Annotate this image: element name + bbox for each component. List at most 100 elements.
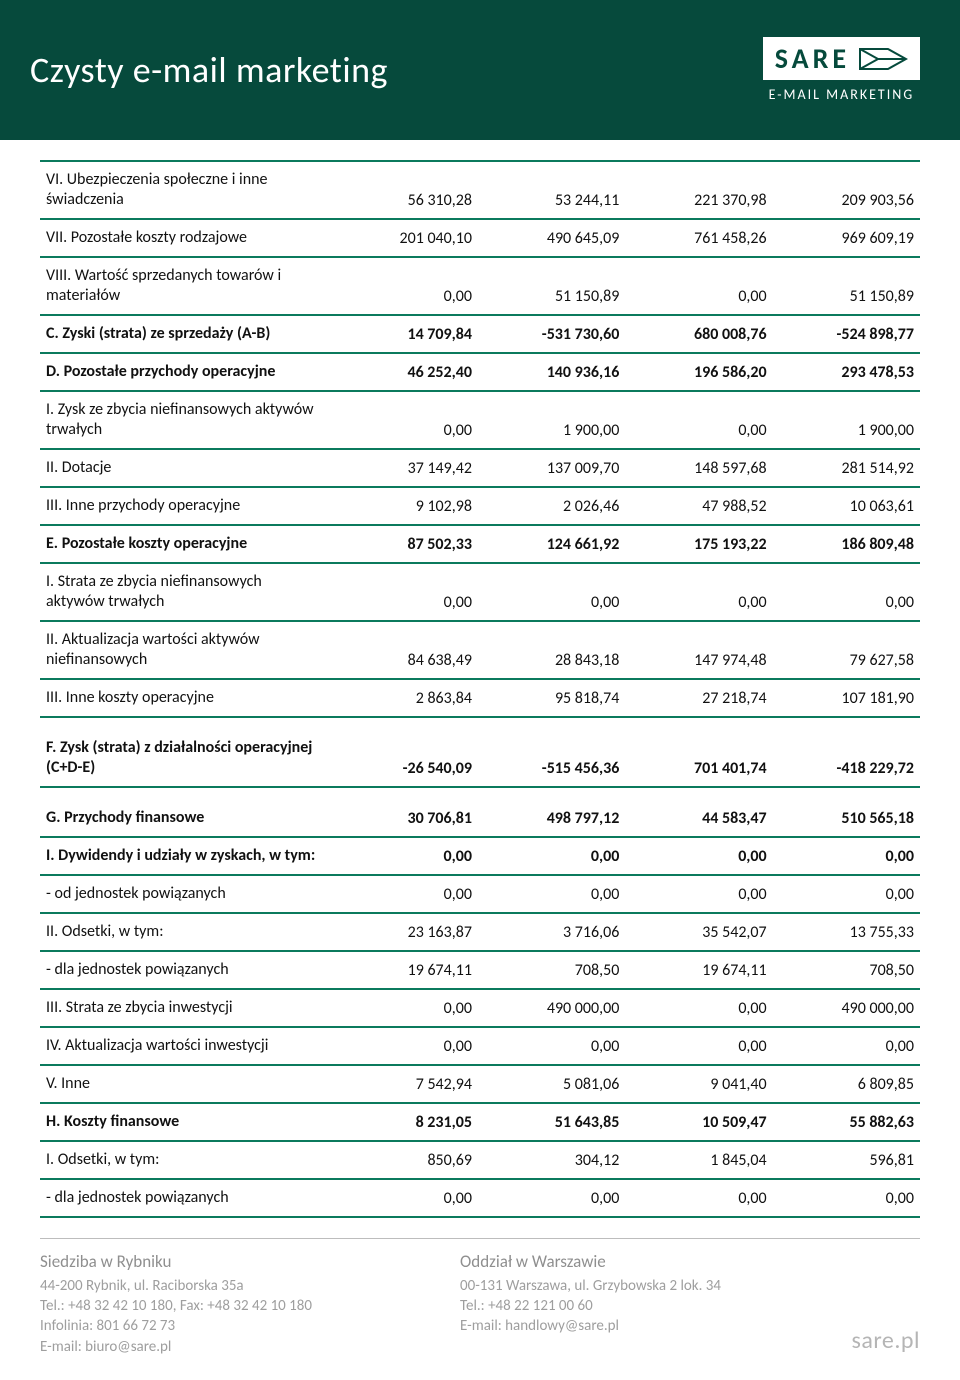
footer-left-line: Infolinia: 801 66 72 73 <box>40 1316 440 1336</box>
row-value: 498 797,12 <box>478 787 625 837</box>
table-row: I. Odsetki, w tym:850,69304,121 845,0459… <box>40 1141 920 1179</box>
row-value: 124 661,92 <box>478 525 625 563</box>
row-value: 1 900,00 <box>478 391 625 449</box>
table-row: I. Strata ze zbycia niefinansowych aktyw… <box>40 563 920 621</box>
row-value: 221 370,98 <box>625 161 772 219</box>
row-value: 680 008,76 <box>625 315 772 353</box>
footer-right-title: Oddział w Warszawie <box>460 1251 831 1274</box>
row-value: 1 900,00 <box>773 391 920 449</box>
table-row: H. Koszty finansowe8 231,0551 643,8510 5… <box>40 1103 920 1141</box>
row-value: 850,69 <box>331 1141 478 1179</box>
row-label: VI. Ubezpieczenia społeczne i inne świad… <box>40 161 331 219</box>
row-value: 175 193,22 <box>625 525 772 563</box>
row-value: 140 936,16 <box>478 353 625 391</box>
logo-wordmark: SARE <box>763 37 920 80</box>
row-label: II. Aktualizacja wartości aktywów niefin… <box>40 621 331 679</box>
row-label: VIII. Wartość sprzedanych towarów i mate… <box>40 257 331 315</box>
row-value: 0,00 <box>625 1027 772 1065</box>
row-value: 47 988,52 <box>625 487 772 525</box>
row-label: - od jednostek powiązanych <box>40 875 331 913</box>
row-value: 53 244,11 <box>478 161 625 219</box>
row-value: 0,00 <box>331 875 478 913</box>
row-value: 9 102,98 <box>331 487 478 525</box>
row-value: 0,00 <box>331 1027 478 1065</box>
table-row: II. Aktualizacja wartości aktywów niefin… <box>40 621 920 679</box>
envelope-icon <box>858 45 908 73</box>
row-value: 35 542,07 <box>625 913 772 951</box>
row-label: I. Zysk ze zbycia niefinansowych aktywów… <box>40 391 331 449</box>
row-value: 6 809,85 <box>773 1065 920 1103</box>
row-value: 0,00 <box>625 563 772 621</box>
row-value: 701 401,74 <box>625 717 772 787</box>
row-label: VII. Pozostałe koszty rodzajowe <box>40 219 331 257</box>
row-label: II. Odsetki, w tym: <box>40 913 331 951</box>
row-value: 0,00 <box>331 837 478 875</box>
row-value: 8 231,05 <box>331 1103 478 1141</box>
row-label: III. Strata ze zbycia inwestycji <box>40 989 331 1027</box>
row-value: 13 755,33 <box>773 913 920 951</box>
table-row: G. Przychody finansowe30 706,81498 797,1… <box>40 787 920 837</box>
table-row: - dla jednostek powiązanych0,000,000,000… <box>40 1179 920 1217</box>
row-value: 5 081,06 <box>478 1065 625 1103</box>
row-value: 708,50 <box>478 951 625 989</box>
row-value: 14 709,84 <box>331 315 478 353</box>
table-row: - od jednostek powiązanych0,000,000,000,… <box>40 875 920 913</box>
row-value: 28 843,18 <box>478 621 625 679</box>
row-value: 0,00 <box>773 1027 920 1065</box>
row-value: 30 706,81 <box>331 787 478 837</box>
row-value: 196 586,20 <box>625 353 772 391</box>
row-value: 510 565,18 <box>773 787 920 837</box>
row-value: 0,00 <box>773 837 920 875</box>
row-value: 2 863,84 <box>331 679 478 717</box>
row-value: 0,00 <box>331 1179 478 1217</box>
row-label: V. Inne <box>40 1065 331 1103</box>
table-row: III. Strata ze zbycia inwestycji0,00490 … <box>40 989 920 1027</box>
row-value: 148 597,68 <box>625 449 772 487</box>
footer-site: sare.pl <box>851 1325 920 1357</box>
row-value: 27 218,74 <box>625 679 772 717</box>
row-label: II. Dotacje <box>40 449 331 487</box>
footer-right-line: 00-131 Warszawa, ul. Grzybowska 2 lok. 3… <box>460 1276 831 1296</box>
row-label: C. Zyski (strata) ze sprzedaży (A-B) <box>40 315 331 353</box>
row-label: H. Koszty finansowe <box>40 1103 331 1141</box>
row-value: 596,81 <box>773 1141 920 1179</box>
footer-col-right: Oddział w Warszawie 00-131 Warszawa, ul.… <box>460 1251 831 1357</box>
row-value: -26 540,09 <box>331 717 478 787</box>
row-label: IV. Aktualizacja wartości inwestycji <box>40 1027 331 1065</box>
table-row: E. Pozostałe koszty operacyjne87 502,331… <box>40 525 920 563</box>
row-value: 10 509,47 <box>625 1103 772 1141</box>
logo-text: SARE <box>775 41 850 76</box>
table-row: D. Pozostałe przychody operacyjne46 252,… <box>40 353 920 391</box>
table-row: II. Dotacje37 149,42137 009,70148 597,68… <box>40 449 920 487</box>
content-area: VI. Ubezpieczenia społeczne i inne świad… <box>0 140 960 1228</box>
row-value: 9 041,40 <box>625 1065 772 1103</box>
row-label: III. Inne przychody operacyjne <box>40 487 331 525</box>
row-value: 37 149,42 <box>331 449 478 487</box>
row-value: 55 882,63 <box>773 1103 920 1141</box>
row-value: 0,00 <box>478 875 625 913</box>
row-value: 107 181,90 <box>773 679 920 717</box>
row-label: III. Inne koszty operacyjne <box>40 679 331 717</box>
row-value: 969 609,19 <box>773 219 920 257</box>
row-label: G. Przychody finansowe <box>40 787 331 837</box>
row-value: 19 674,11 <box>625 951 772 989</box>
row-value: 137 009,70 <box>478 449 625 487</box>
row-label: I. Strata ze zbycia niefinansowych aktyw… <box>40 563 331 621</box>
row-value: 0,00 <box>331 563 478 621</box>
page-footer: Siedziba w Rybniku 44-200 Rybnik, ul. Ra… <box>40 1238 920 1377</box>
row-value: 0,00 <box>331 391 478 449</box>
row-value: 0,00 <box>773 875 920 913</box>
row-value: 304,12 <box>478 1141 625 1179</box>
row-value: 0,00 <box>625 1179 772 1217</box>
row-value: 51 150,89 <box>478 257 625 315</box>
row-value: 95 818,74 <box>478 679 625 717</box>
table-row: VII. Pozostałe koszty rodzajowe201 040,1… <box>40 219 920 257</box>
row-value: 0,00 <box>331 989 478 1027</box>
row-value: 7 542,94 <box>331 1065 478 1103</box>
table-row: IV. Aktualizacja wartości inwestycji0,00… <box>40 1027 920 1065</box>
table-row: - dla jednostek powiązanych19 674,11708,… <box>40 951 920 989</box>
footer-left-title: Siedziba w Rybniku <box>40 1251 440 1274</box>
row-value: -524 898,77 <box>773 315 920 353</box>
table-row: I. Dywidendy i udziały w zyskach, w tym:… <box>40 837 920 875</box>
row-value: 19 674,11 <box>331 951 478 989</box>
